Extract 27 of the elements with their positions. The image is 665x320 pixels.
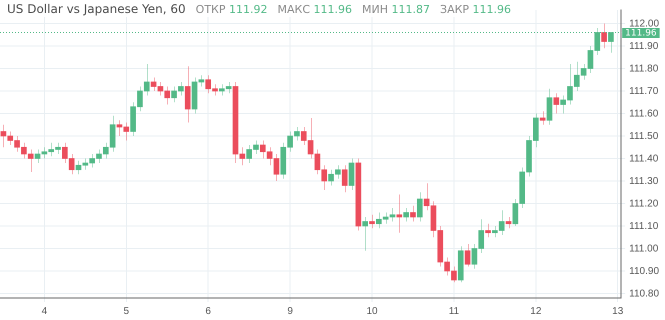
x-tick-label: 10	[366, 306, 378, 317]
x-tick-label: 6	[205, 306, 212, 317]
ref-line-label: 111.96	[625, 28, 657, 38]
x-tick-label: 9	[287, 306, 294, 317]
y-tick-label: 111.30	[629, 176, 659, 187]
x-tick-label: 4	[42, 306, 48, 317]
x-tick-label: 13	[612, 306, 624, 317]
x-tick-label: 5	[124, 306, 130, 317]
y-tick-label: 111.00	[629, 243, 659, 254]
y-tick-label: 111.80	[629, 63, 659, 74]
y-tick-label: 111.50	[629, 130, 659, 142]
annotation: ЗАКР 111.96	[440, 3, 512, 16]
y-tick-label: 110.90	[629, 266, 660, 277]
y-tick-label: 111.10	[629, 220, 659, 232]
y-tick-label: 110.80	[629, 288, 660, 300]
annotation: МАКС 111.96	[278, 3, 352, 16]
x-tick-label: 12	[530, 306, 542, 317]
y-tick-label: 111.60	[629, 108, 659, 120]
y-tick-label: 111.20	[629, 198, 659, 210]
y-tick-label: 112.00	[629, 18, 660, 30]
y-tick-label: 111.40	[629, 153, 659, 164]
annotation: МИН 111.87	[362, 3, 430, 16]
annotation: ОТКР 111.92	[196, 3, 268, 16]
x-tick-label: 11	[448, 306, 460, 317]
y-tick-label: 111.70	[629, 86, 659, 97]
chart-title: US Dollar vs Japanese Yen, 60	[7, 2, 186, 16]
y-tick-label: 111.90	[629, 40, 659, 52]
